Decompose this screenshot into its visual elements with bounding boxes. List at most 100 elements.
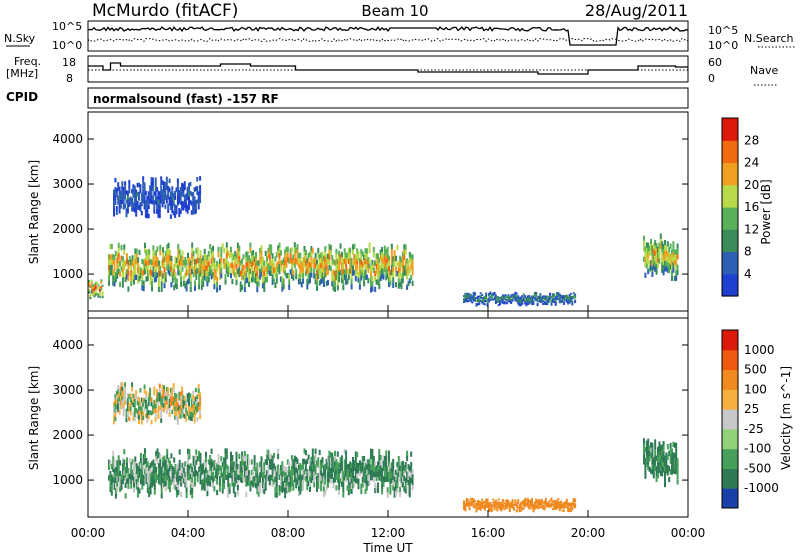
echo-cell	[528, 505, 531, 508]
echo-cell	[259, 488, 262, 494]
echo-cell	[185, 286, 188, 292]
echo-cell	[228, 263, 231, 269]
echo-cell	[279, 260, 282, 267]
echo-cell	[227, 487, 230, 493]
echo-cell	[218, 481, 221, 487]
echo-cell	[171, 208, 174, 214]
echo-cell	[140, 192, 143, 198]
echo-cell	[169, 255, 171, 261]
echo-cell	[382, 253, 385, 259]
echo-cell	[191, 247, 194, 253]
echo-cell	[340, 267, 343, 273]
echo-cell	[164, 391, 167, 397]
echo-cell	[356, 478, 359, 484]
echo-cell	[148, 270, 151, 276]
echo-cell	[196, 252, 199, 258]
echo-cell	[174, 401, 177, 407]
echo-cell	[471, 301, 474, 304]
velocity-colorbar-label: Velocity [m s^-1]	[779, 366, 793, 470]
colorbar-swatch	[722, 448, 738, 469]
echo-cell	[410, 259, 413, 265]
echo-cell	[165, 391, 168, 396]
echo-cell	[488, 510, 490, 513]
echo-cell	[342, 274, 345, 280]
echo-cell	[538, 500, 540, 503]
echo-cell	[173, 457, 176, 463]
echo-cell	[489, 299, 492, 302]
echo-cell	[238, 266, 241, 272]
echo-cell	[96, 281, 99, 284]
echo-cell	[675, 442, 678, 449]
echo-cell	[112, 259, 115, 265]
echo-cell	[165, 199, 168, 204]
echo-cell	[147, 200, 150, 205]
echo-cell	[121, 199, 124, 204]
echo-cell	[349, 252, 352, 258]
echo-cell	[518, 296, 521, 299]
echo-cell	[209, 455, 212, 461]
echo-cell	[94, 291, 97, 294]
echo-cell	[129, 411, 132, 416]
echo-cell	[565, 297, 568, 300]
echo-cell	[282, 262, 285, 269]
echo-cell	[336, 467, 339, 473]
echo-cell	[119, 190, 122, 196]
echo-cell	[500, 503, 503, 506]
echo-cell	[488, 297, 490, 300]
echo-cell	[114, 394, 117, 399]
echo-cell	[547, 500, 550, 503]
echo-cell	[654, 250, 657, 256]
echo-cell	[666, 454, 669, 460]
echo-cell	[335, 469, 338, 475]
echo-cell	[471, 500, 474, 503]
echo-cell	[188, 464, 191, 470]
echo-cell	[178, 208, 181, 213]
echo-cell	[296, 244, 299, 250]
echo-cell	[225, 474, 228, 481]
echo-cell	[192, 413, 195, 418]
echo-cell	[113, 189, 115, 194]
echo-cell	[169, 486, 171, 493]
colorbar-swatch	[722, 162, 738, 186]
echo-cell	[554, 297, 557, 300]
echo-cell	[198, 278, 201, 285]
echo-cell	[146, 409, 149, 414]
echo-cell	[158, 388, 161, 393]
echo-cell	[149, 473, 152, 479]
echo-cell	[238, 261, 241, 267]
echo-cell	[140, 406, 143, 412]
echo-cell	[368, 258, 371, 264]
echo-cell	[390, 467, 393, 473]
echo-cell	[108, 275, 110, 281]
echo-cell	[136, 409, 139, 415]
echo-cell	[377, 482, 379, 488]
echo-cell	[158, 392, 161, 398]
echo-cell	[358, 460, 361, 466]
echo-cell	[159, 265, 162, 272]
echo-cell	[476, 300, 479, 303]
colorbar-tick-label: 500	[744, 363, 767, 377]
echo-cell	[389, 478, 392, 485]
echo-cell	[256, 478, 259, 484]
echo-cell	[353, 460, 356, 466]
echo-cell	[235, 269, 238, 275]
echo-cell	[199, 396, 202, 402]
echo-cell	[410, 462, 413, 468]
echo-cell	[177, 243, 180, 250]
echo-cell	[666, 444, 669, 450]
echo-cell	[179, 186, 182, 192]
colorbar-swatch	[722, 468, 738, 489]
echo-cell	[313, 268, 316, 274]
echo-cell	[538, 506, 540, 509]
echo-cell	[291, 247, 293, 253]
echo-cell	[524, 499, 527, 502]
echo-cell	[174, 195, 177, 200]
y-tick-label: 3000	[52, 383, 83, 397]
echo-cell	[159, 480, 162, 486]
echo-cell	[121, 282, 124, 288]
echo-cell	[138, 472, 141, 478]
echo-cell	[256, 462, 259, 468]
echo-cell	[313, 476, 316, 483]
echo-cell	[500, 299, 503, 302]
echo-cell	[472, 296, 475, 299]
